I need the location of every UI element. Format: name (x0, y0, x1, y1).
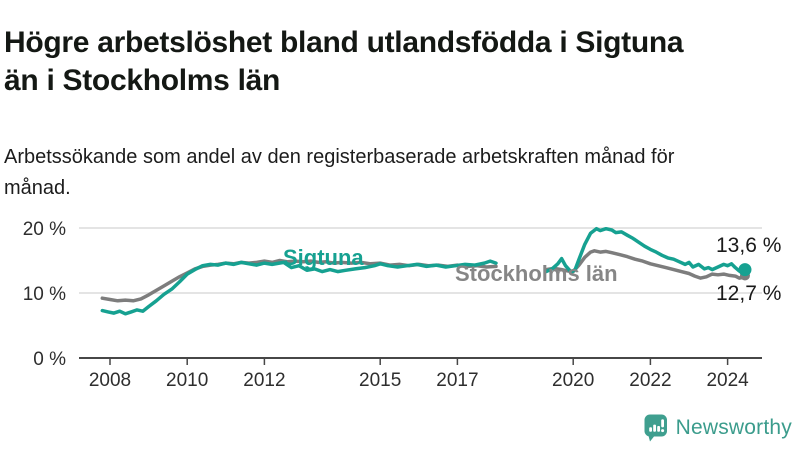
series-line-sigtuna (544, 226, 747, 275)
y-tick-label: 0 % (33, 349, 66, 370)
end-value-label-stockholm: 12,7 % (716, 282, 781, 305)
y-tick-label: 20 % (23, 219, 66, 240)
series-label-sigtuna: Sigtuna (283, 245, 364, 270)
data-series (100, 226, 752, 316)
x-tick-label: 2020 (552, 370, 594, 391)
x-tick-label: 2017 (436, 370, 478, 391)
x-tick-label: 2022 (629, 370, 671, 391)
brand-name: Newsworthy (675, 416, 792, 439)
newsworthy-logo-icon (644, 414, 667, 442)
annotation-layer: Sigtuna Stockholms län 13,6 % 12,7 % (283, 234, 781, 305)
end-value-label-sigtuna: 13,6 % (716, 234, 781, 257)
end-dot-sigtuna (738, 263, 752, 277)
x-tick-label: 2015 (359, 370, 401, 391)
y-tick-label: 10 % (23, 284, 66, 305)
gridlines: 0 % 10 % 20 % (23, 219, 762, 370)
x-axis: 2008 2010 2012 2015 2017 2020 2022 2024 (79, 357, 762, 391)
x-tick-label: 2008 (89, 370, 131, 391)
brand-footer: Newsworthy (643, 414, 792, 442)
x-tick-label: 2024 (706, 370, 749, 391)
x-tick-label: 2012 (243, 370, 285, 391)
chart-title: Högre arbetslöshet bland utlandsfödda i … (4, 26, 684, 98)
series-line-sigtuna (100, 259, 498, 316)
chart-subtitle: Arbetssökande som andel av den registerb… (4, 146, 675, 199)
series-label-stockholm: Stockholms län (455, 261, 618, 286)
series-line-stockholm (544, 249, 747, 280)
x-tick-label: 2010 (166, 370, 208, 391)
